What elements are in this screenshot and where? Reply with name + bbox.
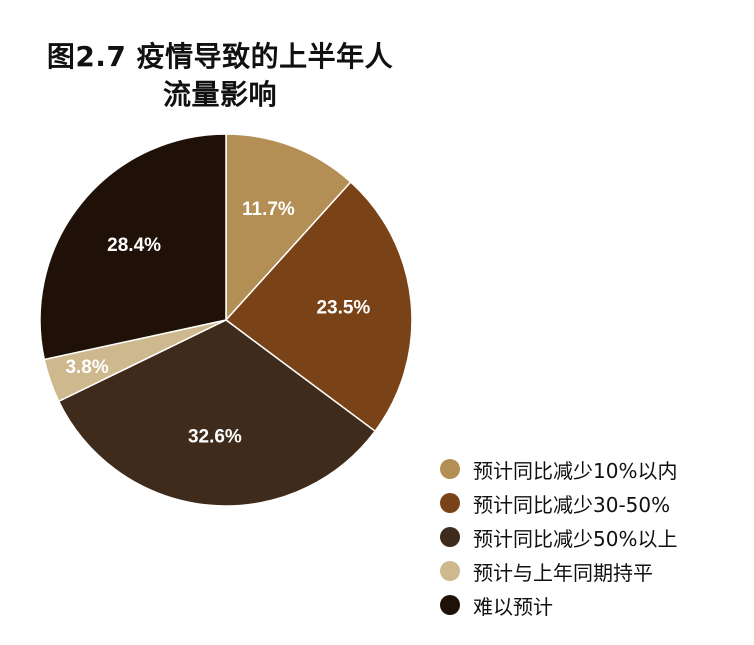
legend-label-4: 预计与上年同期持平 bbox=[473, 560, 653, 585]
legend-swatch-2 bbox=[440, 493, 460, 513]
legend-label-3: 预计同比减少50%以上 bbox=[473, 526, 678, 551]
legend: 预计同比减少10%以内 预计同比减少30-50% 预计同比减少50%以上 预计与上年同… bbox=[440, 452, 677, 622]
pie-slice-2 bbox=[224, 180, 413, 433]
pie-slice-label-5: 28.4% bbox=[107, 235, 161, 256]
legend-item-2: 预计同比减少30-50% bbox=[440, 486, 677, 520]
pie-slices bbox=[39, 133, 413, 507]
legend-item-5: 难以预计 bbox=[440, 588, 677, 622]
pie-slice-label-4: 3.8% bbox=[65, 357, 108, 378]
legend-label-5: 难以预计 bbox=[473, 594, 553, 619]
legend-label-2: 预计同比减少30-50% bbox=[473, 492, 671, 517]
pie-slice-3 bbox=[57, 319, 377, 507]
pie-slice-label-1: 11.7% bbox=[242, 199, 295, 220]
pie-slice-label-2: 23.5% bbox=[316, 298, 370, 319]
legend-item-4: 预计与上年同期持平 bbox=[440, 554, 677, 588]
pie-slice-5 bbox=[39, 133, 227, 361]
legend-item-3: 预计同比减少50%以上 bbox=[440, 520, 677, 554]
pie-slice-label-3: 32.6% bbox=[188, 427, 242, 448]
legend-swatch-1 bbox=[440, 459, 460, 479]
chart-title-line-1: 图2.7 疫情导致的上半年人 bbox=[46, 40, 394, 73]
legend-swatch-5 bbox=[440, 595, 460, 615]
legend-item-1: 预计同比减少10%以内 bbox=[440, 452, 677, 486]
legend-swatch-3 bbox=[440, 527, 460, 547]
pie-slice-1 bbox=[225, 133, 352, 322]
chart-title: 图2.7 疫情导致的上半年人 流量影响 bbox=[20, 38, 420, 114]
pie-labels: 11.7% 23.5% 32.6% 3.8% 28.4% bbox=[65, 199, 370, 448]
chart-title-line-2: 流量影响 bbox=[162, 78, 277, 111]
legend-label-1: 预计同比减少10%以内 bbox=[473, 458, 678, 483]
legend-swatch-4 bbox=[440, 561, 460, 581]
